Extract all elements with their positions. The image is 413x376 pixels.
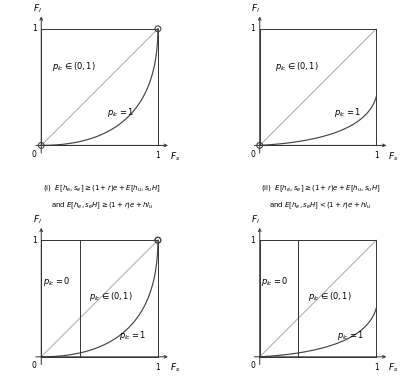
- Text: $F_s$: $F_s$: [387, 361, 397, 374]
- Text: (ii)  $E[h_e,s_e]\geq(1+r)e+E[h_u,s_uH]$: (ii) $E[h_e,s_e]\geq(1+r)e+E[h_u,s_uH]$: [260, 183, 379, 194]
- Text: $p_{lc}=1$: $p_{lc}=1$: [333, 106, 360, 119]
- Text: $F_l$: $F_l$: [33, 2, 42, 15]
- Text: $F_l$: $F_l$: [251, 2, 259, 15]
- Text: $p_{lc}\in(0,1)$: $p_{lc}\in(0,1)$: [307, 290, 351, 303]
- Text: 0: 0: [32, 150, 36, 159]
- Text: and $E[h_e,s_eH]<(1+r)e+hl_u$: and $E[h_e,s_eH]<(1+r)e+hl_u$: [268, 201, 371, 211]
- Text: (i)  $E[h_e,s_e]\geq(1+r)e+E[h_u,s_uH]$: (i) $E[h_e,s_e]\geq(1+r)e+E[h_u,s_uH]$: [43, 183, 160, 194]
- Text: 1: 1: [250, 24, 254, 33]
- Text: 0: 0: [249, 361, 254, 370]
- Text: $p_{lc}\in(0,1)$: $p_{lc}\in(0,1)$: [89, 290, 133, 303]
- Text: $p_{lc}=1$: $p_{lc}=1$: [107, 106, 134, 119]
- Text: $p_{lc}=0$: $p_{lc}=0$: [261, 274, 288, 288]
- Text: 0: 0: [249, 150, 254, 159]
- Text: 0: 0: [32, 361, 36, 370]
- Text: 1: 1: [373, 151, 378, 160]
- Text: $F_s$: $F_s$: [169, 361, 180, 374]
- Text: $p_{lc}=0$: $p_{lc}=0$: [43, 274, 70, 288]
- Text: $p_{lc}=1$: $p_{lc}=1$: [336, 329, 363, 342]
- Text: $F_l$: $F_l$: [33, 214, 42, 226]
- Text: $p_{lc}\in(0,1)$: $p_{lc}\in(0,1)$: [52, 60, 95, 73]
- Text: and $E[h_e,s_eH]\geq(1+r)e+hl_u$: and $E[h_e,s_eH]\geq(1+r)e+hl_u$: [50, 201, 153, 211]
- Text: $p_{lc}\in(0,1)$: $p_{lc}\in(0,1)$: [275, 60, 318, 73]
- Text: 1: 1: [32, 24, 36, 33]
- Text: $F_s$: $F_s$: [387, 150, 397, 162]
- Text: $F_l$: $F_l$: [251, 214, 259, 226]
- Text: $p_{lc}=1$: $p_{lc}=1$: [118, 329, 145, 342]
- Text: 1: 1: [373, 362, 378, 371]
- Text: 1: 1: [32, 236, 36, 245]
- Text: 1: 1: [155, 362, 160, 371]
- Text: 1: 1: [155, 151, 160, 160]
- Text: $F_s$: $F_s$: [169, 150, 180, 162]
- Text: 1: 1: [250, 236, 254, 245]
